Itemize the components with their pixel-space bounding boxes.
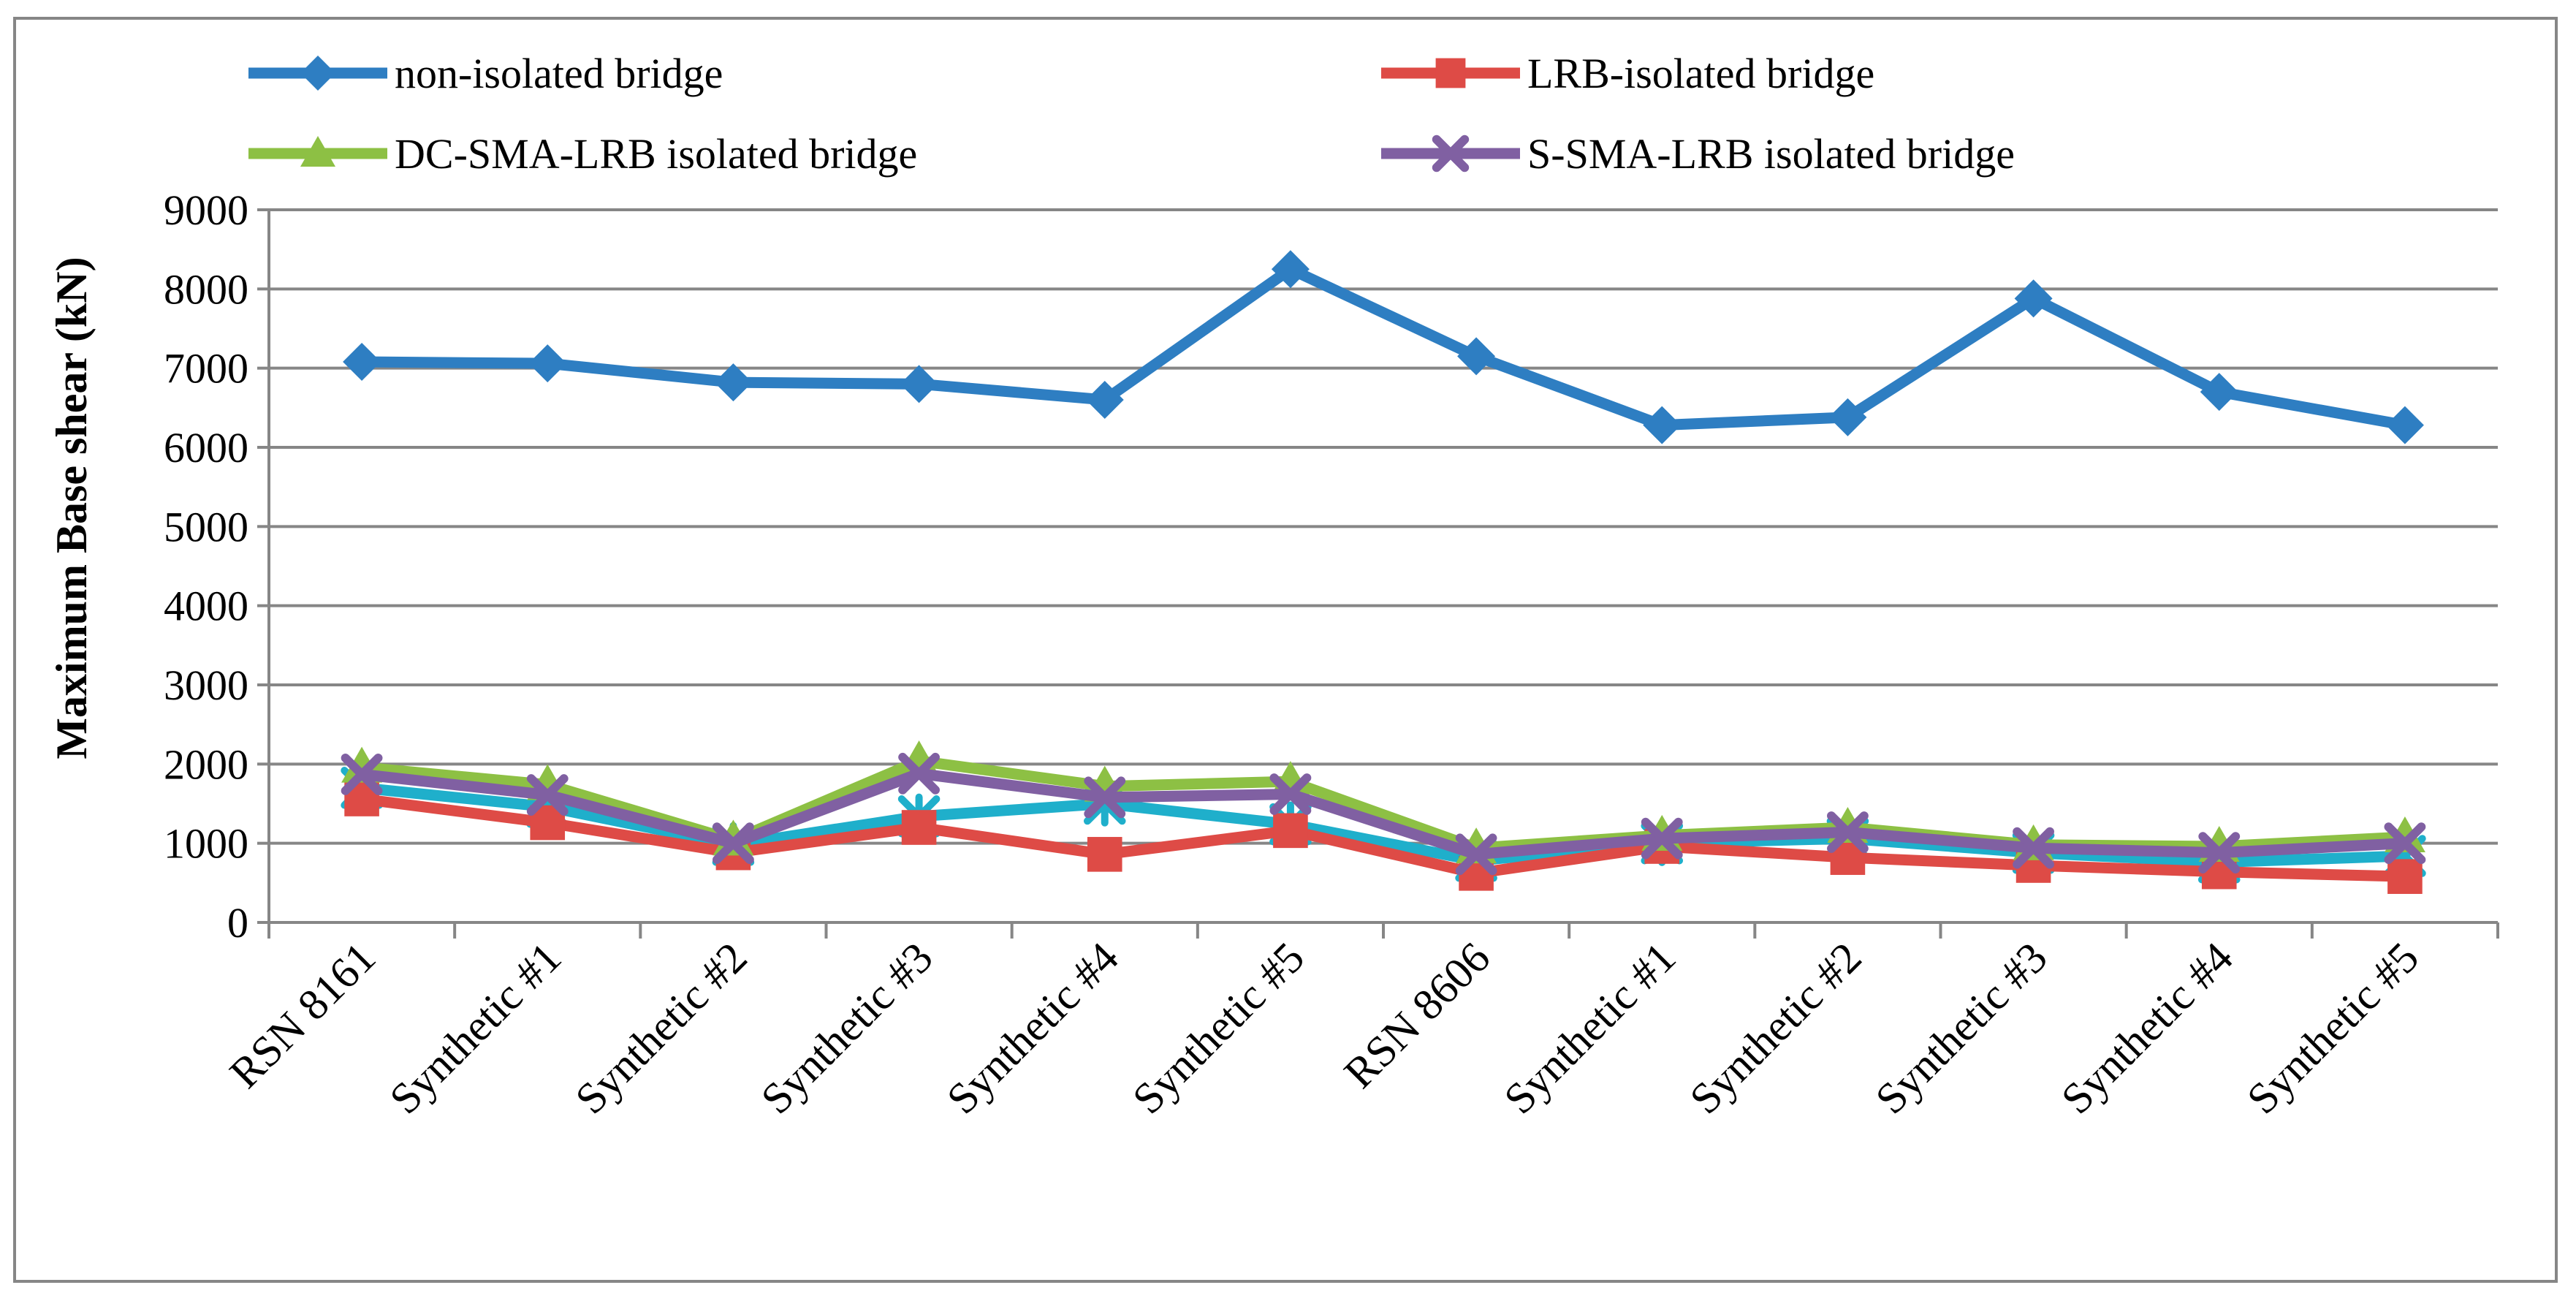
legend-label: non-isolated bridge: [395, 50, 723, 97]
data-point: [2384, 822, 2426, 865]
series-line: [362, 263, 2406, 431]
chart-border: [13, 17, 2558, 1283]
data-point: [900, 365, 938, 403]
legend-label: DC-SMA-LRB isolated bridge: [395, 130, 917, 178]
data-point: [713, 822, 754, 865]
data-point: [2013, 827, 2054, 869]
data-point: [898, 752, 940, 795]
y-tick-label: 1000: [164, 820, 248, 868]
data-point: [1643, 406, 1682, 444]
data-point: [1457, 337, 1496, 376]
data-point: [343, 343, 381, 381]
data-point: [714, 363, 753, 402]
data-point: [1273, 813, 1308, 849]
y-tick-label: 8000: [164, 265, 248, 313]
data-point: [1087, 837, 1122, 872]
data-point: [2200, 373, 2238, 412]
data-point: [2198, 832, 2241, 874]
y-tick-label: 7000: [164, 345, 248, 393]
data-point: [1269, 773, 1312, 815]
y-tick-label: 6000: [164, 424, 248, 471]
legend-label: LRB-isolated bridge: [1527, 50, 1874, 97]
y-tick-label: 2000: [164, 740, 248, 788]
legend-item: S-SMA-LRB isolated bridge: [1381, 130, 2015, 178]
data-point: [2385, 406, 2424, 444]
y-axis-title: Maximum Base shear (kN): [48, 257, 96, 759]
data-point: [528, 344, 567, 383]
data-point: [526, 774, 569, 816]
data-point: [1085, 381, 1124, 419]
data-series: [341, 250, 2426, 894]
series-4: [341, 752, 2426, 876]
y-tick-label: 3000: [164, 662, 248, 709]
data-point: [341, 754, 383, 795]
y-tick-label: 9000: [164, 186, 248, 234]
series-1: [343, 250, 2424, 444]
legend-marker: [1432, 134, 1470, 173]
y-tick-labels: 0 1000 2000 3000 4000 5000 6000 7000 8000 9000: [164, 186, 248, 947]
axes: [267, 210, 2499, 939]
series-line: [361, 793, 2406, 882]
legend-marker: [1435, 58, 1466, 88]
data-point: [1084, 776, 1126, 819]
y-tick-label: 4000: [164, 583, 248, 630]
legend-marker: [300, 136, 335, 167]
data-point: [2387, 859, 2423, 894]
legend-item: DC-SMA-LRB isolated bridge: [248, 130, 917, 178]
series-line: [361, 767, 2406, 860]
data-point: [2014, 279, 2053, 318]
data-point: [1641, 817, 1683, 860]
legend-label: S-SMA-LRB isolated bridge: [1527, 130, 2015, 178]
y-tick-label: 5000: [164, 503, 248, 550]
legend-item: LRB-isolated bridge: [1381, 50, 1874, 97]
data-point: [1828, 398, 1867, 436]
legend: non-isolated bridge LRB-isolated bridge DC…: [248, 50, 2015, 178]
legend-item: non-isolated bridge: [248, 50, 723, 97]
y-tick-label: 0: [227, 899, 248, 947]
data-point: [1827, 811, 1869, 853]
legend-marker: [300, 56, 335, 91]
data-point: [901, 810, 937, 845]
data-point: [1455, 833, 1497, 876]
data-point: [1271, 250, 1310, 289]
